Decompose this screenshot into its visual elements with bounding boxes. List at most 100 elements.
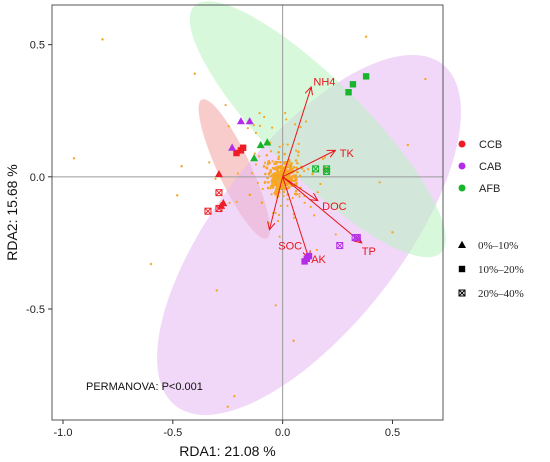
sample-point-ccb: [237, 147, 245, 154]
species-point: [283, 152, 287, 156]
species-point: [294, 189, 298, 193]
species-point: [309, 205, 312, 208]
ellipse-afb: [189, 1, 446, 258]
legend-depth-label: 0%–10%: [478, 240, 518, 252]
species-point: [224, 103, 227, 107]
vector-label-nh4: NH4: [313, 77, 335, 89]
species-point: [276, 169, 279, 173]
species-point: [228, 201, 231, 204]
vector-doc: [282, 176, 318, 201]
species-point: [193, 72, 196, 75]
species-point: [258, 155, 261, 158]
species-point: [282, 160, 286, 164]
species-point: [271, 160, 274, 163]
sample-point-afb: [312, 165, 320, 173]
species-point: [287, 185, 291, 189]
species-point: [176, 194, 179, 197]
species-point: [321, 157, 325, 160]
crossed-square-outline: [323, 168, 331, 176]
species-point: [271, 182, 274, 185]
vector-nh4: [282, 87, 312, 177]
species-point: [282, 190, 286, 194]
species-point: [254, 163, 257, 166]
species-point: [277, 165, 280, 168]
sample-point-afb: [362, 73, 370, 80]
y-axis-title: RDA2: 15.68 %: [4, 164, 20, 261]
species-point: [269, 168, 273, 172]
species-point: [180, 165, 183, 168]
species-point: [261, 187, 264, 191]
species-point: [270, 179, 274, 183]
species-point: [282, 185, 286, 189]
vector-label-tk: TK: [340, 148, 355, 160]
species-point: [281, 168, 285, 172]
vector-tk: [282, 150, 336, 178]
species-point: [256, 181, 259, 184]
species-point: [280, 184, 284, 188]
environment-vectors: NH4 TK DOC TP SOC AK: [269, 77, 376, 266]
sample-point-ccb: [215, 205, 223, 213]
species-point: [285, 118, 288, 121]
sample-point-ccb: [215, 189, 223, 197]
species-point: [252, 124, 255, 127]
species-point: [311, 172, 314, 176]
crossed-square-diag-b: [204, 207, 212, 215]
species-point: [101, 38, 104, 41]
species-point: [313, 214, 316, 217]
species-point: [276, 176, 280, 179]
sample-points: [204, 73, 370, 265]
sample-point-afb: [250, 154, 259, 162]
legend-depth-label: 10%–20%: [478, 264, 524, 276]
species-point: [406, 143, 410, 147]
species-point: [286, 198, 289, 201]
species-point: [269, 150, 273, 153]
species-point: [294, 176, 298, 180]
species-point: [274, 160, 278, 164]
vector-soc: [269, 176, 284, 230]
x-tick-label: -1.0: [53, 427, 72, 439]
species-point: [316, 191, 319, 194]
species-point: [294, 159, 298, 162]
crossed-square-diag-b: [458, 289, 466, 297]
sample-point-cab: [228, 143, 237, 151]
species-point: [273, 172, 277, 176]
sample-point-cab: [353, 234, 361, 242]
crossed-square-diag-b: [323, 168, 330, 175]
sample-point-cab: [303, 255, 311, 262]
species-point: [302, 169, 306, 173]
species-point: [287, 175, 290, 178]
x-tick-label: 0.5: [385, 427, 400, 439]
legend-label-afb: AFB: [479, 183, 500, 195]
species-point: [297, 154, 300, 157]
species-point: [265, 166, 268, 169]
y-tick-label: 0.5: [30, 40, 45, 52]
species-point: [287, 160, 291, 163]
species-point: [267, 221, 270, 224]
sample-point-afb: [345, 89, 352, 96]
sample-point-ccb: [204, 207, 212, 215]
species-point: [292, 339, 295, 342]
species-point: [273, 183, 277, 186]
crossed-square-diag-b: [353, 234, 361, 241]
species-point: [424, 77, 427, 81]
sample-point-ccb: [214, 169, 223, 178]
legend-dot-ccb: [458, 140, 466, 148]
sample-point-afb: [349, 81, 357, 88]
species-point: [279, 172, 282, 175]
legend-shape-square: [458, 265, 466, 273]
species-point: [294, 174, 297, 177]
species-point: [254, 131, 258, 135]
crossed-square-diag-b: [215, 189, 223, 197]
species-point: [253, 152, 256, 155]
species-point: [364, 35, 368, 38]
species-point: [295, 166, 298, 170]
species-point: [298, 195, 301, 198]
x-axis-title: RDA1: 21.08 %: [179, 443, 276, 459]
y-tick-label: -0.5: [26, 304, 45, 316]
species-point: [293, 192, 296, 195]
species-point: [280, 174, 283, 178]
x-tick-label: -0.5: [163, 427, 182, 439]
species-point: [287, 169, 290, 172]
